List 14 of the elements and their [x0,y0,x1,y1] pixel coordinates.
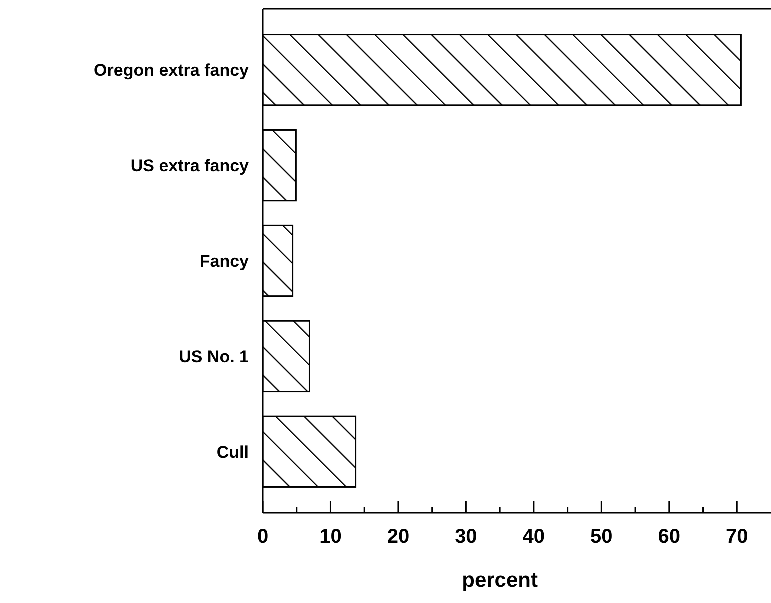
y-tick-label: Cull [216,442,249,462]
x-axis-title: percent [462,569,538,592]
y-tick-label: US extra fancy [130,156,250,176]
y-tick-label: Fancy [200,252,250,271]
x-tick-label: 70 [726,526,748,548]
x-tick-label: 0 [257,526,269,548]
x-tick-label: 20 [387,526,410,548]
y-tick-label: Oregon extra fancy [94,61,250,80]
x-tick-label: 50 [590,526,613,548]
x-tick-label: 60 [658,526,681,548]
y-tick-label: US No. 1 [179,347,249,366]
x-tick-label: 10 [320,526,342,548]
x-tick-label: 40 [522,526,546,548]
x-tick-label: 30 [455,526,478,548]
